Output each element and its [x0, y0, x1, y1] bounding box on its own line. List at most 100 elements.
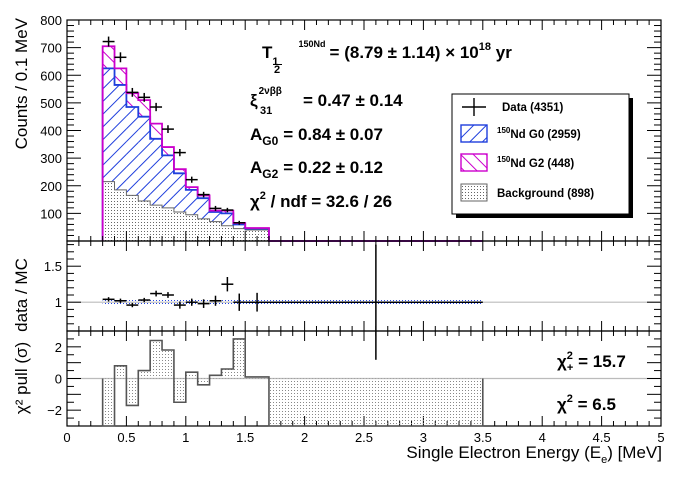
top-y-tick-label: 600 — [40, 68, 62, 83]
chi2-minus-annotation: χ2 = 6.5 — [557, 393, 616, 414]
pull-bar — [268, 378, 483, 426]
pull-panel: 0 0.5 1 1.5 2 2.5 3 3.5 4 4.5 5−202 — [47, 330, 665, 445]
pull-bar — [138, 370, 151, 379]
ag2-annotation: AG2 = 0.22 ± 0.12 — [250, 158, 383, 181]
xi-subscript: 31 — [260, 105, 272, 117]
ratio-y-tick-label: 1.5 — [44, 259, 62, 274]
x-tick-label: 2 — [301, 430, 308, 445]
pull-bar — [221, 369, 234, 379]
legend-nd-g0-swatch — [460, 124, 488, 143]
nd-g0-bar — [150, 138, 163, 206]
top-y-tick-label: 400 — [40, 124, 62, 139]
background-bar — [185, 214, 198, 241]
nd-g0-bar — [173, 173, 186, 212]
nd-g2-bar — [114, 68, 127, 85]
ratio-panel-ylabel: data / MC — [12, 258, 31, 332]
pull-outline — [101, 338, 484, 427]
chi2-plus-annotation: χ2 + = 15.7 — [557, 350, 626, 374]
nd-g2-bar — [185, 187, 198, 190]
ratio-y-tick-label: 1 — [55, 295, 62, 310]
top-panel: 100 200 300 400 500 600 700 800 — [40, 13, 662, 242]
half-life-annotation: T1150Nd = (8.79 ± 1.14) × 1018 yr — [262, 39, 512, 68]
x-tick-label: 3 — [420, 430, 427, 445]
top-y-tick-label: 100 — [40, 206, 62, 221]
background-bar — [162, 207, 174, 241]
ag0-annotation: AG0 = 0.84 ± 0.07 — [250, 125, 383, 148]
nd-g0-bar — [114, 84, 127, 190]
xi-value: = 0.47 ± 0.14 — [303, 91, 403, 110]
x-tick-label: 4.5 — [593, 430, 611, 445]
pull-bar — [126, 378, 139, 406]
nd-g0-bar — [197, 198, 210, 219]
legend-background-label: Background (898) — [497, 188, 594, 200]
nd-g2-bar — [173, 169, 186, 174]
pull-bar — [162, 350, 174, 379]
background-bar — [245, 229, 269, 241]
background-bar — [173, 211, 186, 241]
background-bar — [233, 228, 246, 241]
pull-bar — [185, 372, 198, 379]
chi2-ndf-annotation: χ2 / ndf = 32.6 / 26 — [250, 190, 392, 211]
nd-g0-bar — [138, 116, 151, 201]
pull-bar — [102, 378, 115, 426]
pull-bar — [197, 378, 210, 385]
pull-bar — [233, 338, 246, 379]
top-y-tick-label: 700 — [40, 41, 62, 56]
ratio-panel-frame — [66, 240, 662, 332]
pull-bar — [173, 378, 186, 403]
nd-g0-bar — [162, 155, 174, 208]
nd-g2-bar — [162, 147, 174, 156]
pull-y-tick-label: 0 — [55, 372, 62, 387]
legend-nd-g2-swatch — [460, 153, 488, 172]
x-tick-label: 3.5 — [474, 430, 492, 445]
x-tick-label: 1.5 — [236, 430, 254, 445]
background-bar — [102, 181, 115, 241]
legend-data-label: Data (4351) — [502, 102, 564, 114]
background-bar — [209, 221, 222, 241]
legend-background-swatch — [460, 183, 488, 202]
legend-nd-g0-label: 150Nd G0 (2959) — [497, 126, 581, 141]
x-tick-label: 1 — [182, 430, 189, 445]
background-outline — [102, 181, 483, 242]
x-tick-label: 2.5 — [355, 430, 373, 445]
nd-g0-bar — [102, 68, 115, 182]
top-y-tick-label: 300 — [40, 151, 62, 166]
pull-bar — [209, 375, 222, 379]
background-bar — [150, 205, 163, 241]
nd-g0-bar — [221, 213, 234, 226]
pull-y-tick-label: −2 — [47, 403, 62, 418]
top-y-tick-label: 200 — [40, 179, 62, 194]
legend: Data (4351) 150Nd G0 (2959) 150Nd G2 (44… — [451, 93, 633, 218]
x-tick-label: 5 — [657, 430, 664, 445]
top-y-tick-label: 800 — [40, 13, 62, 28]
x-tick-label: 4 — [539, 430, 546, 445]
x-tick-label: 0 — [63, 430, 70, 445]
nd-g2-bar — [138, 100, 151, 117]
background-bar — [221, 225, 234, 241]
x-axis-title: Single Electron Energy (Ee) [MeV] — [406, 443, 662, 466]
legend-nd-g2-label: 150Nd G2 (448) — [497, 155, 574, 170]
top-panel-ylabel: Counts / 0.1 MeV — [12, 17, 31, 149]
background-bar — [114, 189, 127, 241]
half-life-sub-den: 2 — [274, 64, 280, 76]
nd-g2-bar — [150, 123, 163, 139]
nd-g0-bar — [185, 189, 198, 215]
x-tick-label: 0.5 — [117, 430, 135, 445]
top-y-tick-label: 500 — [40, 96, 62, 111]
nd-g2-bar — [126, 93, 139, 108]
pull-bar — [114, 365, 127, 379]
pull-y-tick-label: 2 — [55, 340, 62, 355]
nd-g0-bar — [209, 211, 222, 222]
pull-panel-ylabel: χ² pull (σ) — [12, 342, 31, 414]
background-bar — [197, 218, 210, 241]
background-bar — [126, 195, 139, 241]
nd-g0-bar — [233, 224, 246, 229]
nd-g2-bar — [102, 46, 115, 69]
pull-bar — [150, 340, 163, 379]
background-bar — [138, 200, 151, 241]
ratio-panel: 11.5 — [44, 240, 662, 360]
xi-annotation: ξ2νββ — [250, 86, 282, 110]
nd-g0-bar — [126, 107, 139, 196]
